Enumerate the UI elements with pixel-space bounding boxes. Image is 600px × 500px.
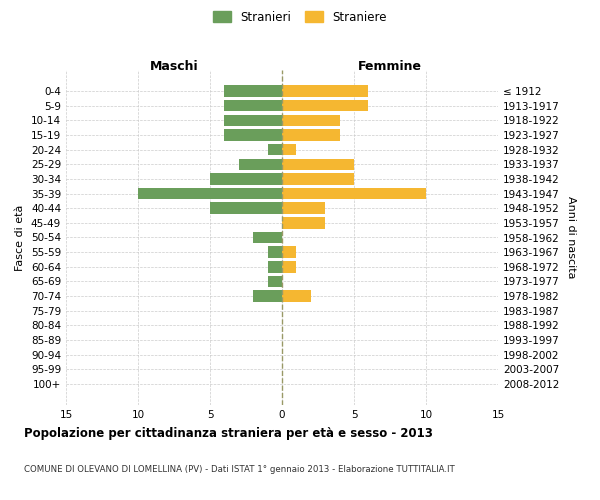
Text: COMUNE DI OLEVANO DI LOMELLINA (PV) - Dati ISTAT 1° gennaio 2013 - Elaborazione : COMUNE DI OLEVANO DI LOMELLINA (PV) - Da…: [24, 465, 455, 474]
Text: Maschi: Maschi: [149, 60, 199, 74]
Bar: [268, 144, 282, 156]
Text: Femmine: Femmine: [358, 60, 422, 74]
Bar: [282, 290, 311, 302]
Bar: [282, 173, 354, 184]
Bar: [282, 246, 296, 258]
Bar: [282, 188, 426, 199]
Bar: [282, 114, 340, 126]
Bar: [224, 114, 282, 126]
Bar: [210, 202, 282, 214]
Bar: [282, 85, 368, 96]
Bar: [210, 173, 282, 184]
Y-axis label: Fasce di età: Fasce di età: [16, 204, 25, 270]
Y-axis label: Anni di nascita: Anni di nascita: [566, 196, 576, 279]
Bar: [282, 129, 340, 140]
Text: Popolazione per cittadinanza straniera per età e sesso - 2013: Popolazione per cittadinanza straniera p…: [24, 428, 433, 440]
Bar: [224, 85, 282, 96]
Bar: [282, 261, 296, 272]
Legend: Stranieri, Straniere: Stranieri, Straniere: [208, 6, 392, 28]
Bar: [282, 217, 325, 228]
Bar: [224, 100, 282, 112]
Bar: [224, 129, 282, 140]
Bar: [282, 144, 296, 156]
Bar: [239, 158, 282, 170]
Bar: [268, 276, 282, 287]
Bar: [282, 158, 354, 170]
Bar: [253, 290, 282, 302]
Bar: [282, 100, 368, 112]
Bar: [268, 246, 282, 258]
Bar: [268, 261, 282, 272]
Bar: [253, 232, 282, 243]
Bar: [138, 188, 282, 199]
Bar: [282, 202, 325, 214]
